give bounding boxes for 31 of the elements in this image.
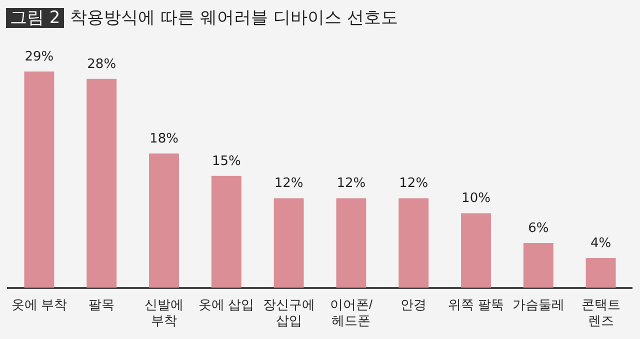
data-label: 29% <box>24 49 54 64</box>
x-tick-label: 옷에 부착 <box>11 297 68 312</box>
x-tick-label: 신발에 부착 <box>144 297 184 328</box>
bar <box>274 198 304 288</box>
data-label: 12% <box>399 176 428 192</box>
bar <box>586 258 616 288</box>
data-label: 15% <box>212 154 241 169</box>
data-label: 18% <box>150 131 178 146</box>
data-label: 10% <box>462 191 490 206</box>
x-tick-label: 장신구에 삽입 <box>262 297 315 328</box>
bar <box>24 71 54 288</box>
bar <box>523 243 554 288</box>
bar <box>211 176 242 288</box>
bar <box>86 78 117 288</box>
x-tick-label: 가슴둘레 <box>512 297 564 312</box>
bar <box>461 213 491 288</box>
chart-title: 그림 2 착용방식에 따른 웨어러블 디바이스 선호도 <box>9 7 398 29</box>
data-label: 12% <box>336 176 366 192</box>
data-label: 12% <box>274 176 304 192</box>
x-tick-label: 옷에 삽입 <box>198 297 254 312</box>
x-tick-label: 팔목 <box>88 297 115 312</box>
data-label: 28% <box>87 56 116 72</box>
x-tick-label: 위쪽 팔뚝 <box>448 297 504 312</box>
x-tick-label: 이어폰/ 헤드폰 <box>330 297 373 328</box>
bar <box>149 154 179 288</box>
bar <box>336 198 366 288</box>
data-label: 4% <box>590 236 612 251</box>
bar <box>398 198 429 288</box>
data-label: 6% <box>528 220 549 236</box>
x-tick-label: 콘택트 렌즈 <box>581 297 620 328</box>
x-tick-label: 안경 <box>400 297 427 312</box>
